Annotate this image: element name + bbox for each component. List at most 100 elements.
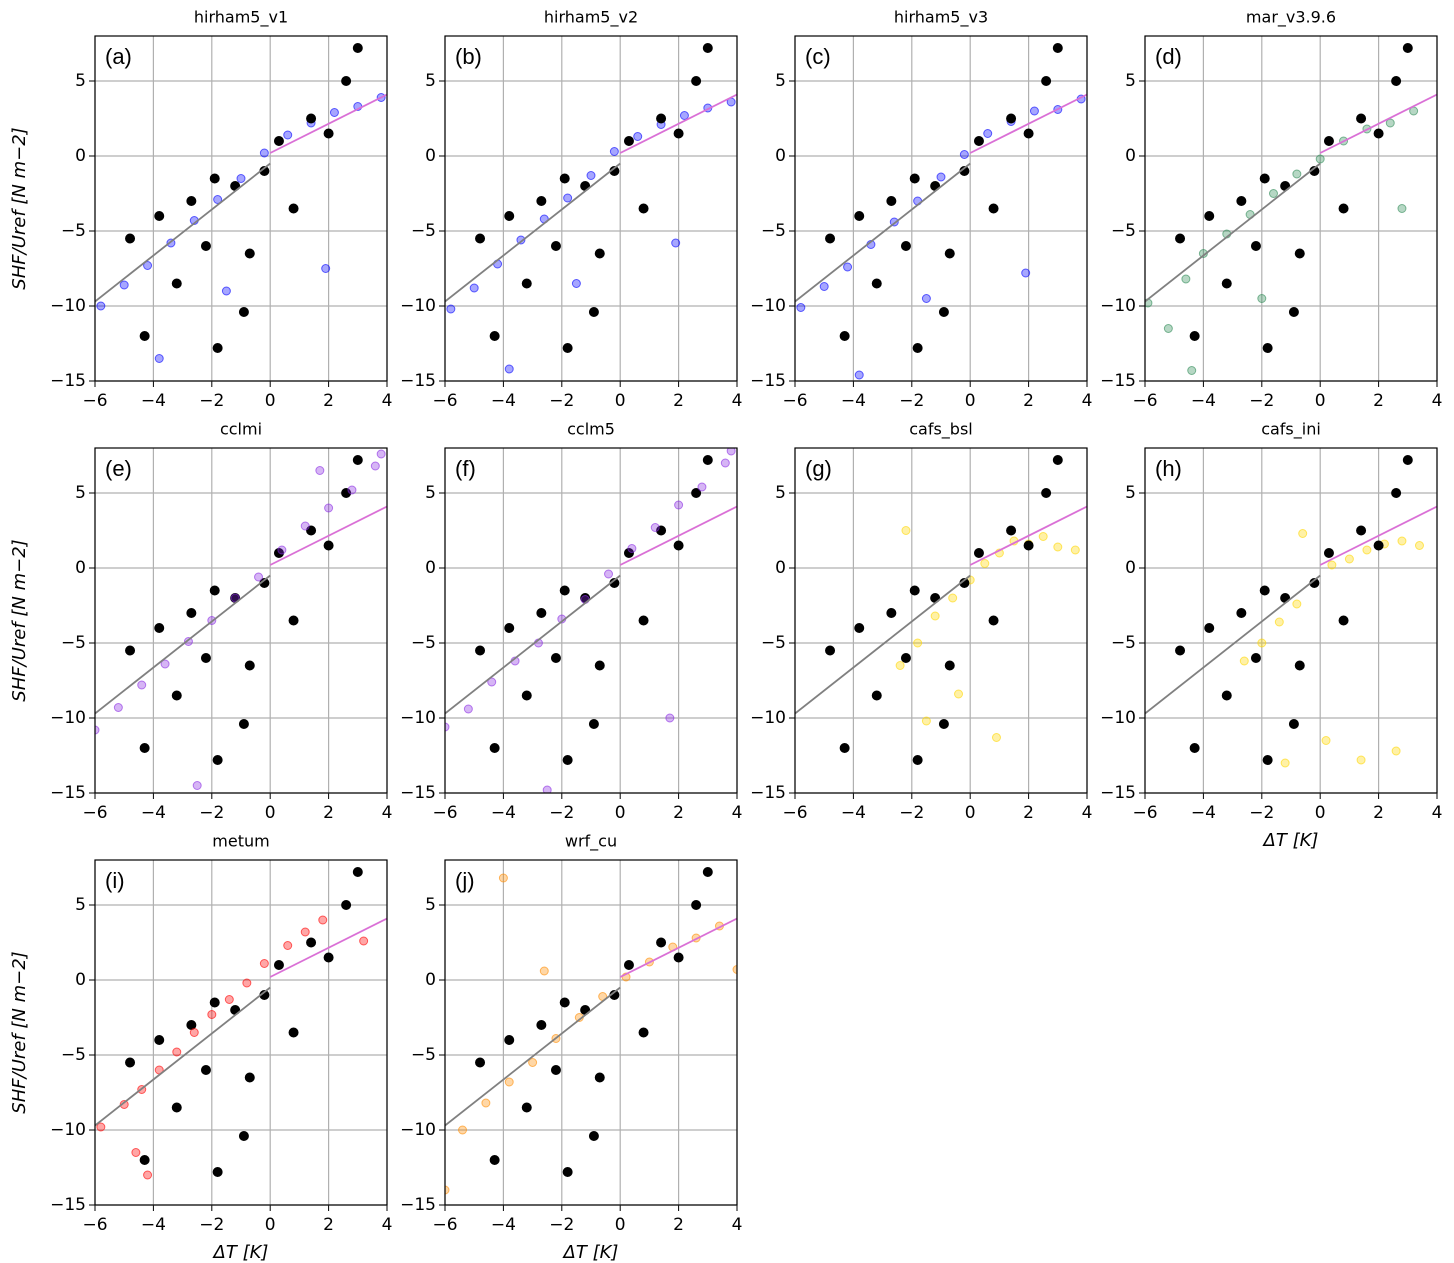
x-tick-label: −6 <box>782 803 807 823</box>
plot-area <box>95 43 387 363</box>
observation-point <box>521 278 532 289</box>
observation-point <box>154 211 165 221</box>
observation-point <box>154 623 165 633</box>
observation-point <box>1041 76 1052 86</box>
observation-point <box>1288 719 1299 729</box>
observation-point <box>912 755 923 765</box>
model-point <box>236 174 246 183</box>
fit-line <box>1319 505 1437 566</box>
x-tick-label: 2 <box>1373 391 1384 411</box>
observation-point <box>973 548 984 558</box>
model-point <box>254 572 264 582</box>
model-point <box>913 638 923 648</box>
observation-point <box>171 690 182 701</box>
fit-line <box>269 505 387 566</box>
observation-point <box>521 1102 532 1113</box>
x-tick-label: 0 <box>615 391 626 411</box>
x-tick-label: 0 <box>615 803 626 823</box>
plot-area <box>795 455 1087 765</box>
observation-point <box>341 76 352 86</box>
model-point <box>224 995 234 1004</box>
model-point <box>242 978 252 988</box>
model-point <box>954 689 964 699</box>
panel-title: wrf_cu <box>565 832 617 852</box>
model-point <box>633 132 643 141</box>
observation-point <box>944 660 955 671</box>
x-tick-label: 4 <box>382 803 393 823</box>
observation-point <box>938 719 949 729</box>
model-point <box>959 150 969 159</box>
y-tick-label: −10 <box>1100 708 1136 728</box>
observation-point <box>594 248 605 259</box>
x-tick-label: −6 <box>1132 803 1157 823</box>
fit-line <box>969 93 1087 154</box>
observation-point <box>1262 755 1273 765</box>
x-tick-label: −2 <box>549 391 574 411</box>
model-point <box>131 1148 141 1157</box>
observation-point <box>504 211 515 221</box>
x-tick-label: 4 <box>1082 803 1093 823</box>
observation-point <box>1373 540 1384 551</box>
observation-point <box>588 719 599 729</box>
y-tick-label: −10 <box>750 296 786 316</box>
model-point <box>300 927 310 937</box>
model-point <box>213 195 223 204</box>
panel-title: mar_v3.9.6 <box>1246 8 1336 28</box>
x-tick-label: −4 <box>491 803 516 823</box>
model-point <box>563 193 573 203</box>
model-point <box>1021 268 1031 278</box>
observation-point <box>1236 608 1247 618</box>
x-tick-label: 4 <box>732 391 743 411</box>
y-tick-label: −15 <box>50 783 86 803</box>
model-point <box>983 129 993 138</box>
observation-point <box>1373 128 1384 139</box>
model-point <box>980 559 990 568</box>
model-point <box>183 637 193 646</box>
x-tick-label: −6 <box>82 803 107 823</box>
axes-frame <box>94 447 388 794</box>
x-tick-label: 0 <box>265 1215 276 1235</box>
y-tick-label: −5 <box>1111 221 1136 241</box>
x-tick-label: −4 <box>841 391 866 411</box>
model-point <box>586 171 596 180</box>
model-point <box>1397 204 1407 213</box>
y-tick-label: −5 <box>411 221 436 241</box>
y-axis-label: SHF/Uref [N m−2] <box>9 127 30 289</box>
observation-point <box>139 331 150 341</box>
observation-point <box>594 1072 605 1083</box>
observation-point <box>341 900 352 910</box>
observation-point <box>1259 585 1270 596</box>
model-point <box>504 364 514 374</box>
model-point <box>1356 755 1366 765</box>
model-point <box>697 482 707 492</box>
plot-area <box>445 867 737 1195</box>
observation-point <box>559 173 570 184</box>
x-tick-label: 2 <box>323 803 334 823</box>
fit-line <box>95 574 271 715</box>
y-tick-label: 5 <box>425 895 436 915</box>
observation-point <box>352 43 363 53</box>
x-tick-label: −6 <box>1132 391 1157 411</box>
x-tick-label: 2 <box>673 1215 684 1235</box>
observation-point <box>988 615 999 626</box>
model-point <box>119 280 129 290</box>
x-tick-label: −2 <box>199 1215 224 1235</box>
observation-point <box>702 867 713 877</box>
observation-point <box>623 548 634 558</box>
x-tick-label: −6 <box>432 391 457 411</box>
model-point <box>674 500 684 510</box>
observation-point <box>1221 690 1232 701</box>
model-point <box>542 785 552 793</box>
observation-point <box>1221 278 1232 289</box>
model-point <box>329 108 339 117</box>
panel-title: cafs_bsl <box>909 420 973 440</box>
model-point <box>192 781 202 790</box>
model-point <box>1038 532 1048 541</box>
observation-point <box>212 343 223 353</box>
fit-line <box>269 93 387 154</box>
x-tick-label: 0 <box>1315 391 1326 411</box>
model-point <box>1181 274 1191 284</box>
y-tick-label: −5 <box>61 633 86 653</box>
model-point <box>113 703 123 712</box>
observation-point <box>186 608 197 618</box>
